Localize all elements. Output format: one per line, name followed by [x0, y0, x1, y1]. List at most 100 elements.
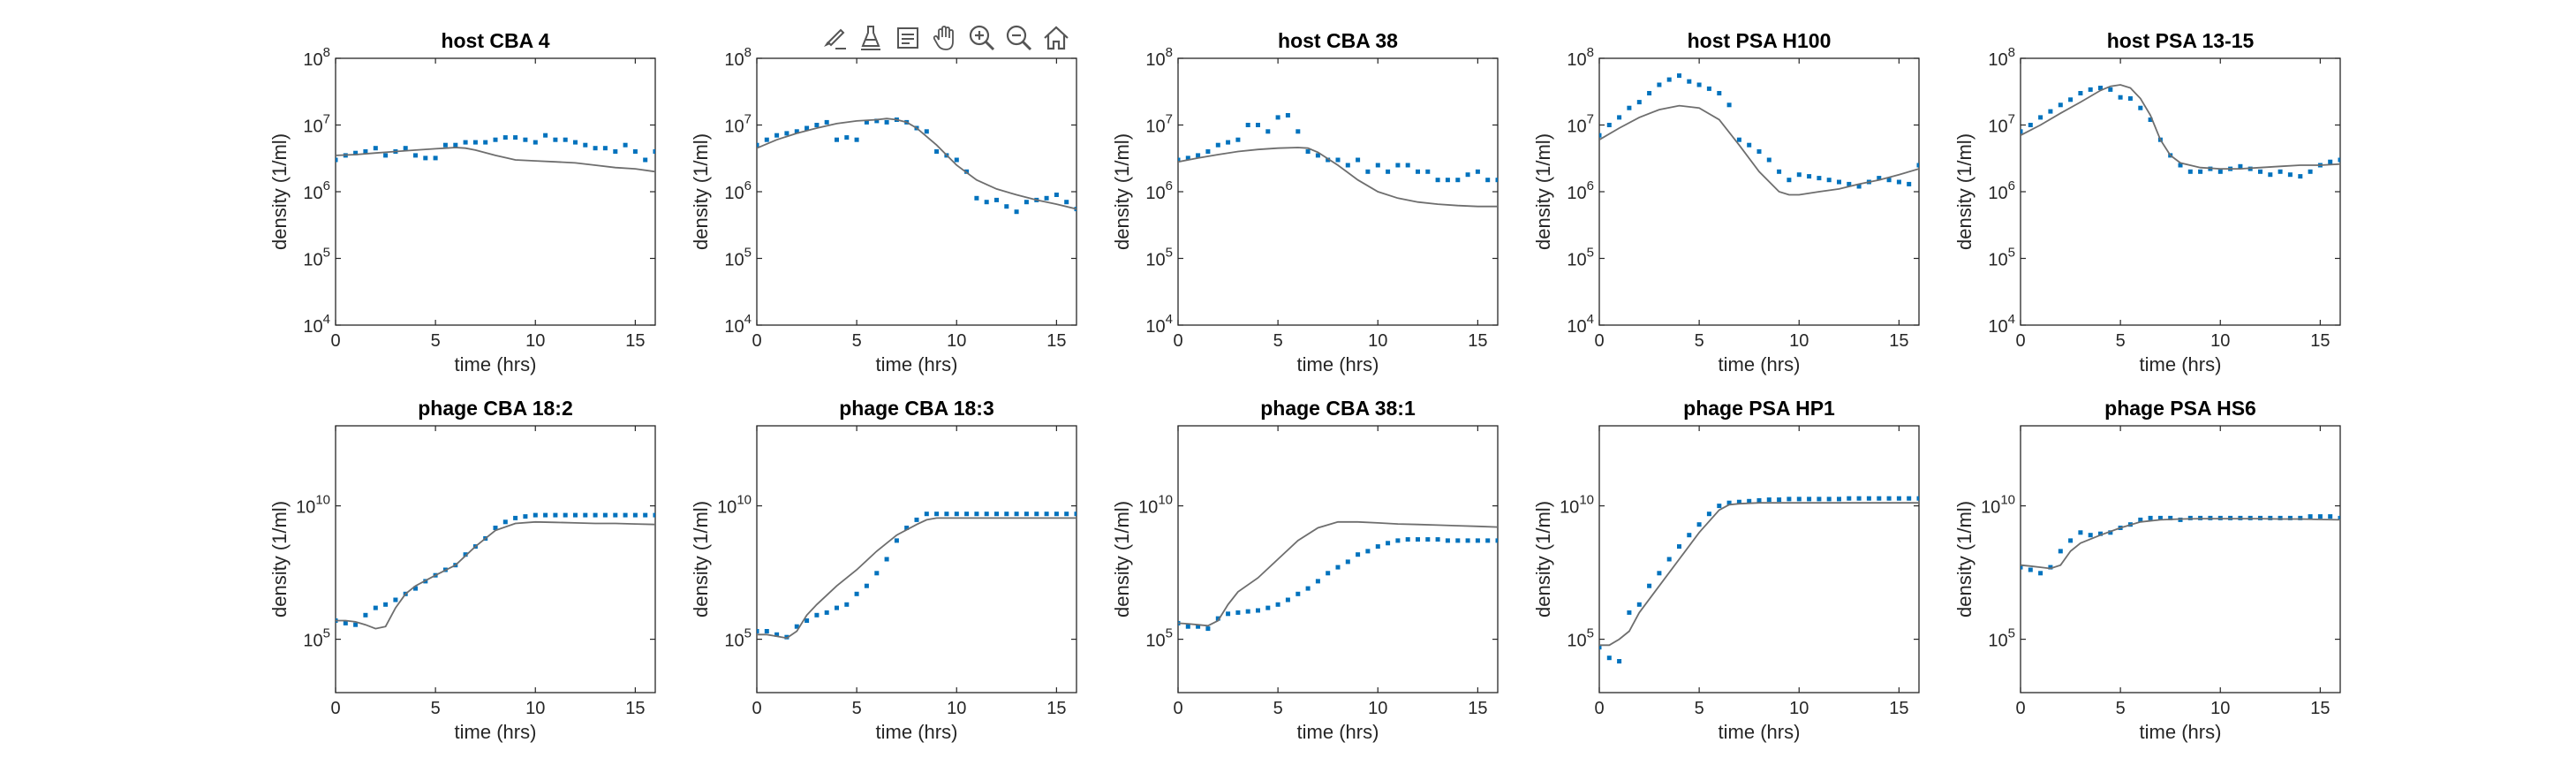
data-point [1495, 178, 1498, 183]
data-point [1766, 157, 1771, 163]
chart-title: phage CBA 18:3 [839, 397, 994, 420]
data-point [1916, 496, 1919, 501]
data-point [1495, 538, 1498, 543]
chart-panel-8: 0 5 10 15 105 1010 phage CBA 38:1 time (hrs) den… [1111, 397, 1499, 743]
y-tick-label: 107 [1567, 112, 1594, 137]
data-point [835, 605, 839, 610]
y-axis-label: density (1/ml) [690, 501, 712, 618]
x-tick-label: 10 [1368, 699, 1387, 718]
chart-panel-3: 0 5 10 15 104 105 106 107 108 host CBA 38 time (hr… [1111, 29, 1499, 375]
data-point [353, 150, 359, 155]
data-point [373, 605, 378, 610]
data-point [1907, 496, 1912, 501]
data-point [1034, 512, 1039, 517]
data-point [493, 137, 498, 142]
zoom-in-icon [969, 25, 995, 51]
y-axis-label: density (1/ml) [1532, 133, 1554, 250]
y-axis-label: density (1/ml) [690, 133, 712, 250]
chart-title: host CBA 38 [1278, 29, 1398, 52]
data-point [472, 140, 478, 145]
axes-box [1177, 425, 1499, 693]
data-point [2078, 91, 2083, 95]
data-point [954, 157, 959, 163]
data-point [924, 129, 929, 134]
data-point [502, 519, 508, 525]
plot-area [1599, 73, 1919, 196]
x-tick-label: 5 [1695, 331, 1704, 351]
zoom-in-button[interactable] [964, 19, 1000, 57]
data-point [864, 583, 869, 588]
data-point [613, 149, 618, 154]
data-point [1425, 537, 1431, 542]
data-point [1305, 586, 1311, 591]
model-curve [336, 520, 655, 630]
brush-button[interactable] [816, 19, 851, 57]
data-point [2118, 95, 2123, 100]
data-point [1305, 149, 1311, 154]
data-point [2238, 163, 2243, 169]
pan-button[interactable] [927, 19, 963, 57]
data-point [1696, 82, 1702, 87]
data-point [1627, 105, 1632, 110]
data-point [2328, 159, 2333, 164]
model-curve [336, 147, 655, 173]
data-point [483, 140, 488, 145]
chart-title: host PSA H100 [1688, 29, 1832, 52]
data-point [2088, 87, 2093, 92]
x-tick-label: 5 [431, 331, 441, 351]
data-point [1356, 157, 1361, 163]
data-point [1275, 115, 1280, 120]
axes-box [335, 425, 656, 693]
chart-title: host PSA 13-15 [2107, 29, 2255, 52]
data-point [1064, 512, 1069, 517]
data-point [764, 137, 769, 142]
data-point [1386, 169, 1391, 174]
data-point [1326, 157, 1331, 163]
y-tick-label: 107 [303, 112, 330, 137]
data-point [914, 517, 919, 522]
data-point [2268, 172, 2273, 178]
axes-box [1177, 57, 1499, 326]
zoom-out-button[interactable] [1001, 19, 1037, 57]
data-point [1024, 512, 1029, 517]
data-point [1044, 512, 1049, 517]
data-point [1756, 149, 1762, 154]
data-point [835, 137, 839, 142]
data-point [1226, 140, 1231, 145]
home-button[interactable] [1039, 19, 1074, 57]
chart-title: host CBA 4 [441, 29, 549, 52]
data-point [1747, 498, 1752, 504]
data-point [2278, 169, 2283, 174]
data-tips-button[interactable] [853, 19, 888, 57]
data-point [2298, 174, 2303, 179]
x-tick-label: 5 [2116, 331, 2126, 351]
pan-icon [933, 26, 954, 50]
y-axis-label: density (1/ml) [1953, 133, 1975, 250]
chart-title: phage PSA HP1 [1683, 397, 1835, 420]
y-tick-label: 105 [1988, 626, 2015, 651]
data-point [2048, 565, 2053, 570]
data-point [2048, 109, 2053, 114]
data-point [1365, 549, 1371, 554]
legend-button[interactable] [890, 19, 925, 57]
x-tick-label: 15 [1889, 699, 1908, 718]
data-point [764, 629, 769, 633]
data-point [2038, 115, 2043, 120]
data-point [2258, 169, 2262, 174]
data-point [824, 610, 829, 615]
data-point [964, 512, 970, 517]
x-tick-label: 0 [1173, 699, 1182, 718]
data-point [593, 146, 598, 151]
data-point [1196, 153, 1201, 158]
data-point [1606, 123, 1612, 127]
data-point [1717, 91, 1722, 95]
data-point [1717, 504, 1722, 509]
data-point [1345, 163, 1350, 168]
chart-panel-10: 0 5 10 15 105 1010 phage PSA HS6 time (hrs) dens… [1953, 397, 2341, 743]
data-point [523, 137, 528, 142]
data-point [1747, 142, 1752, 148]
y-tick-label: 108 [1145, 45, 1173, 70]
data-point [643, 512, 648, 518]
data-point [1375, 163, 1380, 168]
data-point [2058, 549, 2063, 554]
